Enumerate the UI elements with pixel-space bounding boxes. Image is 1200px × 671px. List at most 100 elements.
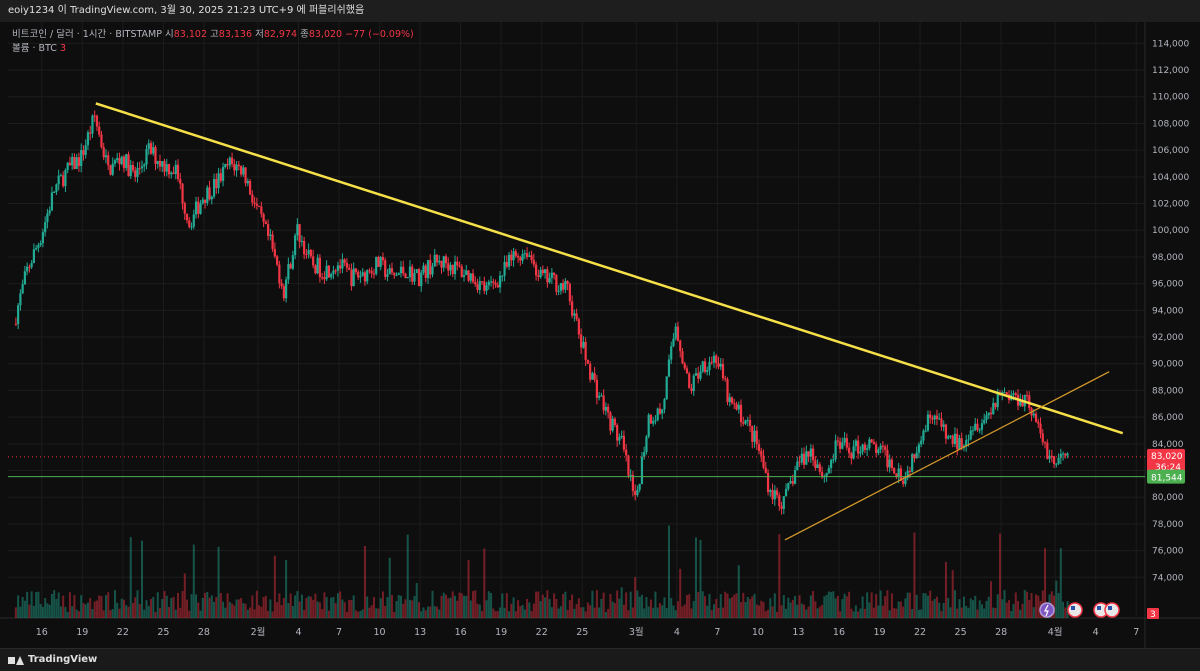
volume-bar	[672, 605, 675, 618]
descending-resistance-line[interactable]	[95, 102, 1124, 435]
volume-bar	[469, 600, 472, 618]
candle-body	[260, 206, 263, 214]
x-tick-label: 13	[792, 627, 804, 638]
symbol-label[interactable]: 비트코인 / 달러 · 1시간 · BITSTAMP	[12, 29, 162, 40]
volume-badge	[1147, 608, 1159, 619]
volume-bar	[987, 596, 990, 618]
volume-bar	[86, 602, 89, 618]
volume-bar	[285, 559, 288, 618]
tradingview-logo[interactable]: TradingView	[8, 649, 97, 671]
volume-bar	[30, 591, 33, 618]
volume-bar	[1012, 603, 1015, 618]
candle-body	[983, 419, 986, 424]
candle-body	[1003, 392, 1006, 394]
high-label: 고	[210, 29, 219, 40]
candle-body	[50, 192, 54, 211]
candle-body	[183, 203, 186, 214]
volume-bar	[850, 608, 853, 618]
candle-body	[595, 379, 598, 398]
volume-bar	[289, 593, 292, 618]
candle-body	[996, 393, 999, 408]
us-flag-icon[interactable]	[1104, 602, 1120, 618]
candle-body	[791, 480, 794, 484]
candle-body	[658, 408, 662, 414]
volume-bar	[926, 595, 929, 618]
candle-body	[307, 249, 310, 255]
volume-bar	[138, 604, 141, 618]
volume-bar	[818, 606, 821, 618]
volume-bar	[956, 608, 959, 618]
volume-bar	[84, 604, 87, 618]
candle-body	[402, 266, 405, 274]
volume-bar	[949, 607, 952, 618]
volume-bar	[782, 595, 785, 618]
chart-area[interactable]: 74,00076,00078,00080,00082,00084,00086,0…	[0, 22, 1200, 648]
volume-bar	[181, 590, 184, 618]
volume-bar	[852, 611, 855, 618]
candle-body	[498, 275, 502, 288]
candle-body	[467, 270, 470, 281]
candle-body	[960, 438, 963, 448]
candle-body	[753, 430, 756, 442]
volume-bar	[767, 609, 770, 618]
volume-bar	[1008, 600, 1011, 618]
volume-bar	[541, 594, 544, 618]
ascending-support-line[interactable]	[784, 371, 1110, 541]
volume-bar	[706, 605, 709, 618]
lightning-icon[interactable]	[1039, 602, 1055, 618]
candle-body	[377, 256, 380, 267]
volume-bar	[746, 596, 749, 618]
candle-body	[589, 363, 592, 380]
volume-badge-value: 3	[1150, 610, 1156, 620]
volume-bar	[309, 596, 312, 618]
candle-body	[336, 265, 340, 271]
candle-body	[131, 164, 135, 171]
candle-body	[782, 496, 785, 509]
volume-bar	[213, 601, 216, 618]
price-chart[interactable]: 74,00076,00078,00080,00082,00084,00086,0…	[0, 22, 1200, 648]
volume-bar	[278, 593, 281, 618]
volume-bar	[89, 598, 92, 618]
candle-body	[219, 173, 222, 181]
candle-body	[1021, 400, 1024, 407]
candle-body	[397, 273, 400, 275]
candle-body	[384, 260, 387, 277]
candle-body	[798, 461, 801, 463]
us-flag-icon[interactable]	[1067, 602, 1083, 618]
volume-bar	[107, 592, 110, 618]
volume-bar	[303, 610, 306, 618]
candle-body	[68, 162, 72, 166]
x-tick-label: 25	[576, 627, 588, 638]
volume-bar	[134, 597, 137, 618]
candle-body	[104, 155, 108, 158]
volume-bar	[379, 598, 382, 618]
volume-bar	[59, 606, 62, 618]
candle-body	[248, 181, 252, 195]
volume-bar	[870, 592, 873, 618]
volume-label[interactable]: 볼륨 · BTC	[12, 43, 57, 54]
volume-bar	[222, 601, 225, 618]
candle-body	[89, 132, 92, 134]
candle-body	[433, 254, 436, 267]
volume-bar	[568, 600, 571, 618]
candle-body	[931, 418, 934, 420]
volume-bar	[796, 604, 799, 618]
candle-body	[1012, 393, 1015, 395]
volume-bar	[843, 593, 846, 618]
volume-bar	[492, 608, 495, 618]
candle-body	[413, 272, 416, 282]
volume-bar	[773, 593, 776, 618]
candle-body	[273, 248, 276, 257]
volume-bar	[708, 594, 711, 618]
volume-bar	[125, 605, 128, 618]
volume-bar	[113, 590, 116, 618]
volume-bar	[915, 594, 918, 618]
candle-body	[987, 412, 990, 416]
volume-bar	[762, 602, 765, 618]
volume-bar	[451, 591, 454, 618]
volume-bar	[1014, 592, 1017, 618]
volume-bar	[577, 598, 580, 618]
volume-bar	[785, 608, 788, 618]
volume-bar	[55, 598, 58, 618]
volume-bar	[935, 596, 938, 618]
